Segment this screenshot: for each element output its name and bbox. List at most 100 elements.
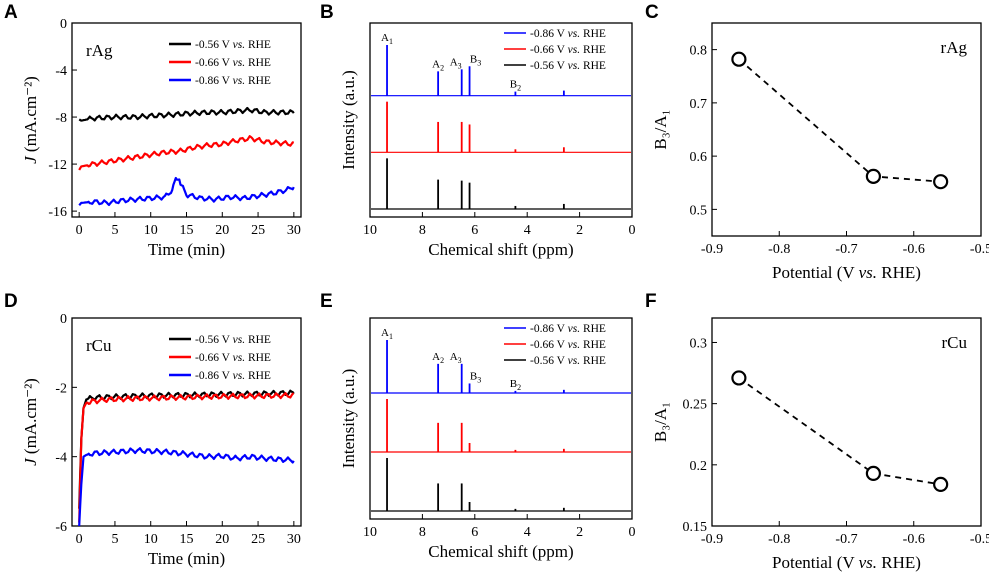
- y-axis-label-b: Intensity (a.u.): [339, 70, 358, 170]
- y-tick-label-a-0: 0: [60, 17, 67, 32]
- x-tick-label-d-0: 0: [76, 532, 83, 547]
- legend-label-d-1: -0.66 V vs. RHE: [195, 352, 271, 364]
- legend-label-d-0: -0.56 V vs. RHE: [195, 334, 271, 346]
- y-tick-label-a-4: -16: [48, 205, 67, 220]
- x-tick-label-a-6: 30: [287, 223, 301, 238]
- chart-f: -0.9 -0.8 -0.7 -0.6 -0.5 0.15 0.2 0.25 0.3 Potent…: [651, 317, 989, 572]
- x-tick-label-b-1: 8: [419, 223, 426, 238]
- chart-c: -0.9 -0.8 -0.7 -0.6 -0.5 0.5 0.6 0.7 0.8 Potentia…: [651, 22, 989, 282]
- y-tick-label-a-2: -8: [55, 111, 67, 126]
- data-point-c-2: [933, 174, 949, 190]
- annotation-c: rAg: [941, 38, 968, 57]
- peak-label-e-3: B3: [470, 370, 481, 384]
- peak-label-b-0: A1: [381, 32, 393, 46]
- peak-label-b-4: B2: [510, 79, 521, 93]
- x-tick-label-a-1: 5: [111, 223, 118, 238]
- series-line-d-1: [78, 392, 294, 523]
- panel-label-c: C: [645, 2, 659, 23]
- peak-label-e-0: A1: [381, 327, 393, 341]
- series-line-d-2: [78, 447, 295, 527]
- x-tick-label-c-0: -0.9: [701, 242, 723, 257]
- x-tick-label-b-5: 0: [629, 223, 636, 238]
- legend-label-e-0: -0.86 V vs. RHE: [530, 323, 606, 335]
- x-axis-label-d: Time (min): [148, 549, 225, 568]
- x-tick-label-e-4: 2: [576, 525, 583, 540]
- panel-label-f: F: [645, 291, 657, 312]
- y-tick-label-c-1: 0.6: [690, 150, 708, 165]
- annotation-a: rAg: [86, 41, 113, 60]
- dashed-line-f: [738, 377, 941, 486]
- y-tick-label-c-3: 0.8: [690, 44, 708, 59]
- panel-label-d: D: [4, 291, 18, 312]
- x-tick-label-f-0: -0.9: [701, 532, 723, 547]
- series-line-a-0: [78, 106, 295, 122]
- x-tick-label-b-3: 4: [524, 223, 531, 238]
- chart-d: 0 5 10 15 20 25 30 0 -2 -4 -6 Time (min) J (mA.cm⁻²)…: [21, 312, 302, 568]
- x-tick-label-f-4: -0.5: [970, 532, 989, 547]
- data-point-f-2: [933, 476, 949, 492]
- y-axis-label-e: Intensity (a.u.): [339, 369, 358, 469]
- x-tick-label-c-2: -0.7: [835, 242, 857, 257]
- x-tick-label-d-4: 20: [215, 532, 229, 547]
- peak-label-b-2: A3: [450, 56, 462, 70]
- data-point-c-1: [865, 168, 882, 184]
- series-line-a-1: [78, 135, 295, 171]
- y-tick-label-c-2: 0.7: [690, 97, 708, 112]
- dashed-line-c: [738, 58, 941, 183]
- series-line-d-0: [78, 389, 295, 509]
- y-tick-label-d-1: -2: [55, 381, 67, 396]
- x-tick-label-e-2: 6: [471, 525, 478, 540]
- y-tick-label-f-2: 0.25: [683, 398, 708, 413]
- x-tick-label-c-3: -0.6: [903, 242, 925, 257]
- x-tick-label-f-3: -0.6: [903, 532, 925, 547]
- y-tick-label-f-0: 0.15: [683, 520, 708, 535]
- x-tick-label-d-6: 30: [287, 532, 301, 547]
- x-axis-label-b: Chemical shift (ppm): [428, 240, 573, 259]
- panel-label-b: B: [320, 2, 334, 23]
- x-tick-label-f-2: -0.7: [835, 532, 857, 547]
- peak-label-b-1: A2: [432, 58, 444, 72]
- x-axis-label-a: Time (min): [148, 240, 225, 259]
- x-tick-label-c-1: -0.8: [768, 242, 790, 257]
- x-tick-label-d-2: 10: [144, 532, 158, 547]
- peak-label-b-3: B3: [470, 53, 481, 67]
- chart-e: 10 8 6 4 2 0 Chemical shift (ppm) Intensity (a.…: [339, 317, 636, 561]
- peak-label-e-4: B2: [510, 378, 521, 392]
- x-tick-label-d-3: 15: [180, 532, 194, 547]
- x-tick-label-e-3: 4: [524, 525, 531, 540]
- plot-frame-e: [369, 317, 633, 520]
- panel-label-a: A: [4, 2, 18, 23]
- y-axis-label-a: J (mA.cm⁻²): [21, 76, 40, 164]
- data-point-c-0: [731, 51, 747, 67]
- legend-label-e-1: -0.66 V vs. RHE: [530, 339, 606, 351]
- legend-label-b-1: -0.66 V vs. RHE: [530, 44, 606, 56]
- x-tick-label-a-3: 15: [180, 223, 194, 238]
- y-tick-label-a-1: -4: [55, 64, 67, 79]
- y-tick-label-d-2: -4: [55, 451, 67, 466]
- legend-label-b-0: -0.86 V vs. RHE: [530, 28, 606, 40]
- peak-label-e-1: A2: [432, 351, 444, 365]
- legend-label-a-1: -0.66 V vs. RHE: [195, 57, 271, 69]
- x-tick-label-d-5: 25: [251, 532, 265, 547]
- peak-label-e-2: A3: [450, 351, 462, 365]
- legend-label-a-0: -0.56 V vs. RHE: [195, 39, 271, 51]
- y-axis-label-d: J (mA.cm⁻²): [21, 378, 40, 466]
- y-tick-label-d-3: -6: [55, 520, 67, 535]
- annotation-f: rCu: [942, 333, 968, 352]
- x-tick-label-e-5: 0: [629, 525, 636, 540]
- x-axis-label-f: Potential (V vs. RHE): [772, 553, 921, 572]
- legend-label-a-2: -0.86 V vs. RHE: [195, 75, 271, 87]
- plot-frame-b: [369, 22, 633, 218]
- x-tick-label-b-2: 6: [471, 223, 478, 238]
- x-tick-label-a-4: 20: [215, 223, 229, 238]
- chart-a: 0 5 10 15 20 25 30 0 -4 -8 -12 -16 Time (min) J (mA.c…: [21, 17, 302, 259]
- legend-label-e-2: -0.56 V vs. RHE: [530, 355, 606, 367]
- y-tick-label-d-0: 0: [60, 312, 67, 327]
- panel-label-e: E: [320, 291, 333, 312]
- data-point-f-0: [731, 370, 747, 386]
- x-tick-label-a-0: 0: [76, 223, 83, 238]
- x-tick-label-a-5: 25: [251, 223, 265, 238]
- y-tick-label-f-3: 0.3: [690, 336, 708, 351]
- chart-b: 10 8 6 4 2 0 Chemical shift (ppm) Intensity (a.…: [339, 22, 636, 259]
- series-line-a-2: [78, 176, 295, 207]
